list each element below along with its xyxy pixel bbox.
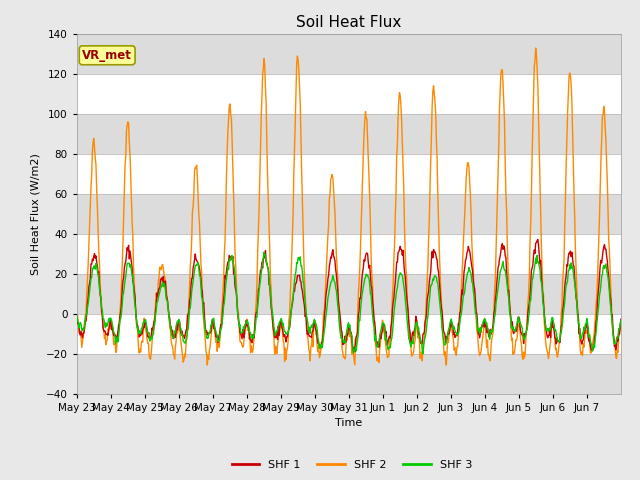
- SHF 3: [406, 337, 413, 343]
- SHF 1: [237, 331, 244, 336]
- SHF 1: [264, 264, 271, 270]
- SHF 2: [137, 349, 145, 355]
- Y-axis label: Soil Heat Flux (W/m2): Soil Heat Flux (W/m2): [30, 153, 40, 275]
- SHF 1: [617, 316, 625, 322]
- Title: Soil Heat Flux: Soil Heat Flux: [296, 15, 401, 30]
- SHF 3: [137, 331, 145, 337]
- SHF 1: [406, 326, 413, 332]
- SHF 3: [285, 325, 292, 331]
- SHF 3: [237, 329, 244, 335]
- SHF 2: [617, 326, 625, 332]
- SHF 2: [532, 45, 540, 51]
- Bar: [77, 274, 621, 313]
- Line: SHF 3: SHF 3: [77, 252, 621, 354]
- SHF 3: [419, 351, 427, 357]
- SHF 1: [351, 349, 358, 355]
- Bar: [77, 114, 621, 154]
- SHF 2: [405, 318, 413, 324]
- Text: VR_met: VR_met: [82, 49, 132, 62]
- SHF 2: [435, 245, 443, 251]
- Bar: [77, 193, 621, 234]
- SHF 2: [264, 174, 271, 180]
- SHF 1: [534, 237, 541, 242]
- SHF 1: [73, 316, 81, 322]
- SHF 3: [617, 318, 625, 324]
- Legend: SHF 1, SHF 2, SHF 3: SHF 1, SHF 2, SHF 3: [227, 456, 477, 474]
- Bar: [77, 354, 621, 394]
- SHF 3: [437, 309, 445, 314]
- Line: SHF 2: SHF 2: [77, 48, 621, 365]
- SHF 2: [73, 319, 81, 325]
- SHF 2: [237, 339, 244, 345]
- SHF 3: [73, 313, 81, 319]
- X-axis label: Time: Time: [335, 418, 362, 428]
- SHF 1: [137, 333, 145, 338]
- Line: SHF 1: SHF 1: [77, 240, 621, 352]
- SHF 2: [442, 362, 450, 368]
- SHF 2: [284, 337, 292, 343]
- SHF 3: [264, 266, 272, 272]
- SHF 3: [260, 249, 268, 255]
- SHF 1: [436, 287, 444, 292]
- SHF 1: [284, 329, 292, 335]
- Bar: [77, 34, 621, 73]
